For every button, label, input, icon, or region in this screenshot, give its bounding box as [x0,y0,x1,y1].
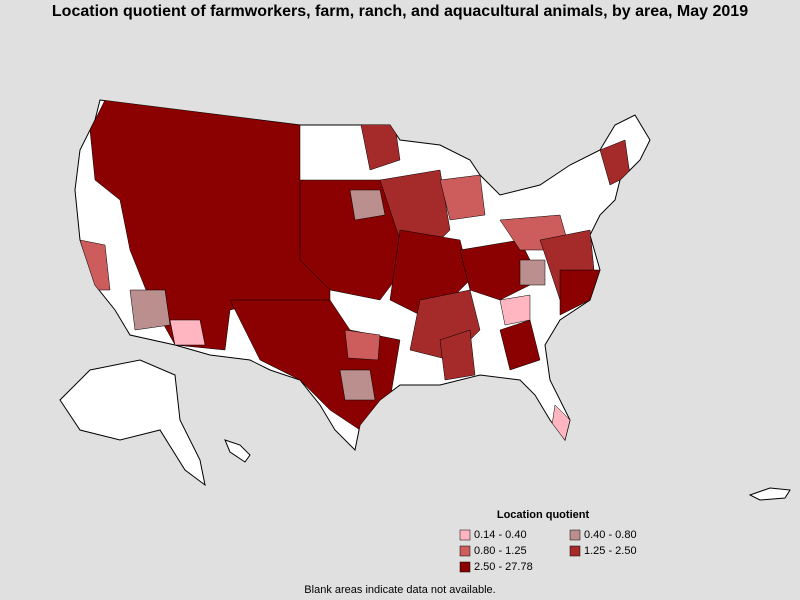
map-region [439,329,476,381]
legend-label: 0.14 - 0.40 [474,529,527,541]
legend-swatch [459,561,471,573]
alaska [59,359,206,487]
map-region [169,319,206,346]
map-region [559,269,601,316]
legend-swatch [569,545,581,557]
map-region [499,319,541,371]
legend: 0.14 - 0.40 0.40 - 0.80 0.80 - 1.25 1.25 - … [459,529,637,573]
legend-label: 0.80 - 1.25 [474,545,527,557]
legend-title: Location quotient [497,509,590,521]
map-region [129,289,171,331]
map-region [499,294,531,326]
map-region [551,404,571,441]
map-region [339,369,376,401]
map-region [519,259,546,286]
legend-swatch [569,529,581,541]
legend-label: 0.40 - 0.80 [584,529,637,541]
map-region [349,189,386,221]
map-region [344,329,381,361]
footnote: Blank areas indicate data not available. [304,584,495,596]
map-regions [79,100,631,441]
legend-swatch [459,545,471,557]
map-region [439,174,486,221]
hawaii [224,439,251,463]
legend-label: 1.25 - 2.50 [584,545,637,557]
map-title: Location quotient of farmworkers, farm, … [52,3,748,20]
legend-label: 2.50 - 27.78 [474,561,533,573]
puerto-rico [748,487,791,501]
legend-swatch [459,529,471,541]
